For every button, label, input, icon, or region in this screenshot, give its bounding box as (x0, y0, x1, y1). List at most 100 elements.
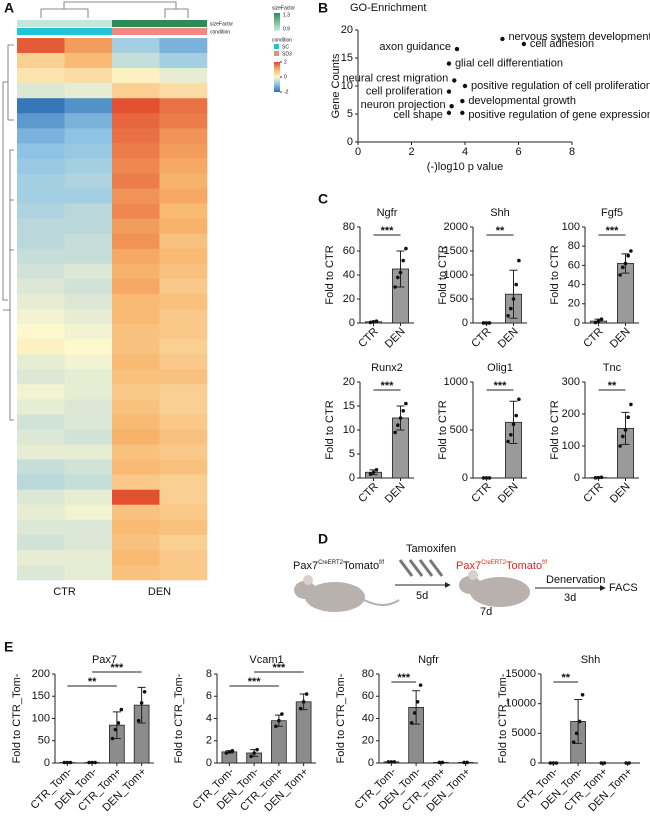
y-tick-label: 100 (562, 440, 580, 452)
y-tick-label: 200 (562, 408, 580, 420)
heatmap-cell (160, 399, 208, 414)
x-tick-label: 4 (462, 146, 468, 158)
heatmap-cell (17, 399, 65, 414)
heatmap-cell (160, 429, 208, 444)
heatmap-cell (112, 143, 160, 158)
y-tick-label: 40 (568, 279, 580, 291)
heatmap-cell (17, 294, 65, 309)
x-tick-label: 6 (515, 146, 521, 158)
heatmap-cell (160, 113, 208, 128)
data-point (621, 266, 625, 270)
data-point (413, 711, 417, 715)
y-axis-label: Fold to CTR (324, 245, 336, 304)
text: f/f (379, 560, 384, 566)
y-tick-label: 0 (44, 757, 50, 769)
syringes (400, 560, 442, 576)
column-group-label: DEN (148, 586, 171, 598)
data-point (572, 740, 576, 744)
point (455, 47, 459, 51)
x-tick-label: CTR (356, 481, 381, 506)
annotation-bar (17, 20, 112, 27)
heatmap-cell (65, 83, 113, 98)
chart-title: Runx2 (371, 362, 403, 374)
schematic: Pax7CreERT2Tomatof/f Tamoxifen 5d Pax7Cr… (293, 543, 638, 618)
y-tick-label: 20 (341, 24, 353, 36)
mouse-icon (294, 575, 399, 612)
y-tick-label: 20 (343, 376, 355, 388)
heatmap-cell (65, 565, 113, 580)
data-point (252, 751, 256, 755)
y-tick-label: 40 (343, 269, 355, 281)
heatmap-cell (17, 249, 65, 264)
heatmap-cell (112, 128, 160, 143)
heatmap-cell (160, 234, 208, 249)
x-tick-label: DEN (383, 326, 408, 351)
colorbar-tick-label: 0 (284, 74, 287, 80)
y-tick-label: 5 (349, 448, 355, 460)
annotation-label: sizeFactor (210, 21, 233, 27)
column-group-label: CTR (53, 586, 76, 598)
y-tick-label: 20 (343, 293, 355, 305)
x-tick-label: CTR (469, 481, 494, 506)
heatmap-cell (160, 249, 208, 264)
panel-label: A (4, 0, 14, 16)
legend-title: sizeFactor (272, 5, 295, 11)
y-tick-label: 0 (462, 317, 468, 329)
x-tick-label: CTR (469, 326, 494, 351)
heatmap-cell (160, 38, 208, 53)
point-label: positive regulation of cell proliferatio… (471, 80, 650, 92)
panel-label: C (318, 191, 328, 207)
chart-title: Olig1 (487, 362, 513, 374)
heatmap-cell (112, 219, 160, 234)
heatmap-cell (17, 264, 65, 279)
significance-label: *** (272, 662, 286, 674)
mouse-icon (459, 570, 530, 607)
heatmap-cell (112, 68, 160, 83)
point (447, 111, 451, 115)
x-tick-label: 2 (408, 146, 414, 158)
data-point (514, 414, 518, 418)
point (460, 111, 464, 115)
annotation-label: condition (210, 29, 230, 35)
data-point (517, 397, 521, 401)
heatmap-cell (112, 158, 160, 173)
heatmap-cell (65, 128, 113, 143)
data-point (624, 262, 628, 266)
heatmap-cell (160, 174, 208, 189)
heatmap-cell (160, 369, 208, 384)
significance-label: *** (381, 380, 395, 392)
data-point (404, 247, 408, 251)
y-tick-label: 0 (206, 757, 212, 769)
heatmap-cell (65, 279, 113, 294)
text: Pax7 (456, 560, 481, 572)
data-point (624, 428, 628, 432)
data-point (509, 433, 513, 437)
data-point (274, 724, 278, 728)
bar (296, 702, 311, 763)
x-tick-label: DEN (496, 481, 521, 506)
y-axis-label: Gene Counts (330, 53, 342, 118)
panel-label: D (318, 531, 328, 547)
heatmap-cell (160, 158, 208, 173)
data-point (277, 719, 281, 723)
y-tick-label: 2000 (444, 221, 468, 233)
heatmap-cell (160, 535, 208, 550)
heatmap-cell (17, 219, 65, 234)
strain-label: Pax7CreERT2Tomatof/f (293, 560, 384, 572)
heatmap-cell (65, 189, 113, 204)
point-label: neural crest migration (343, 72, 449, 84)
heatmap-cell (160, 309, 208, 324)
heatmap-cell (112, 264, 160, 279)
colorbar-tick-label: -2 (284, 89, 289, 95)
x-axis-label: (-)log10 p value (427, 161, 503, 173)
data-point (581, 693, 585, 697)
significance-label: ** (608, 380, 617, 392)
x-tick-label: DEN (496, 326, 521, 351)
x-tick-label: CTR (581, 481, 606, 506)
heatmap-cell (65, 264, 113, 279)
heatmap-cell (160, 204, 208, 219)
point (500, 37, 504, 41)
y-tick-label: 20 (362, 735, 374, 747)
legend-tick: 1.3 (283, 12, 290, 18)
heatmap-cell (160, 189, 208, 204)
